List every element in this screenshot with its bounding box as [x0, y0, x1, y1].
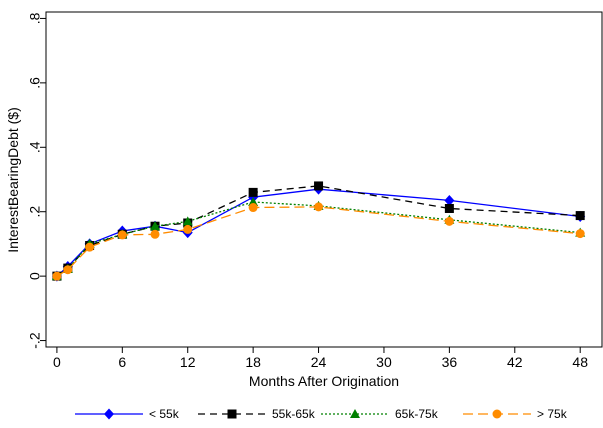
y-tick-label: 0 — [27, 272, 43, 280]
x-tick-label: 42 — [507, 354, 523, 370]
data-point-triangle — [182, 216, 193, 226]
legend-marker — [350, 409, 360, 418]
x-tick-label: 24 — [311, 354, 327, 370]
series-group — [51, 181, 586, 282]
series-line-triangle — [56, 201, 581, 277]
data-point-circle — [183, 224, 193, 234]
x-tick-label: 12 — [180, 354, 196, 370]
x-axis-title: Months After Origination — [249, 373, 399, 389]
y-tick-label: -.2 — [27, 332, 43, 349]
legend-item-diamond: < 55k — [75, 407, 180, 421]
legend-label: < 55k — [149, 407, 180, 421]
legend-marker — [227, 409, 237, 419]
legend-label: > 75k — [537, 407, 568, 421]
data-point-circle — [248, 203, 258, 213]
data-point-square — [248, 187, 258, 197]
x-tick-label: 6 — [118, 354, 126, 370]
data-point-circle — [117, 230, 127, 240]
series-circle — [52, 202, 585, 281]
data-point-circle — [52, 271, 62, 281]
legend-item-triangle: 65k-75k — [321, 407, 439, 421]
data-point-square — [314, 181, 324, 191]
series-line-circle — [56, 206, 581, 277]
data-point-circle — [85, 242, 95, 252]
series-line-diamond — [56, 188, 581, 277]
x-tick-label: 48 — [572, 354, 588, 370]
data-point-circle — [63, 265, 73, 275]
data-point-circle — [444, 216, 454, 226]
x-tick-label: 0 — [53, 354, 61, 370]
data-point-circle — [314, 202, 324, 212]
y-tick-label: .6 — [27, 77, 43, 89]
legend-marker — [492, 409, 502, 419]
legend-item-square: 55k-65k — [198, 407, 316, 421]
data-point-circle — [150, 229, 160, 239]
x-tick-label: 36 — [442, 354, 458, 370]
x-tick-label: 18 — [245, 354, 261, 370]
y-tick-label: .2 — [27, 206, 43, 218]
y-axis-title: InterestBearingDebt ($) — [5, 107, 21, 253]
legend-marker — [104, 408, 114, 420]
y-tick-label: .4 — [27, 141, 43, 153]
x-tick-label: 30 — [376, 354, 392, 370]
data-point-diamond — [444, 194, 455, 206]
y-axis: -.2 0 .2 .4 .6 .8 — [27, 12, 46, 349]
data-point-square — [575, 211, 585, 221]
legend: < 55k 55k-65k 65k-75k > 75k — [75, 407, 568, 421]
data-point-triangle — [150, 221, 161, 231]
data-point-square — [444, 203, 454, 213]
data-point-circle — [575, 229, 585, 239]
y-tick-label: .8 — [27, 12, 43, 24]
legend-item-circle: > 75k — [463, 407, 568, 421]
x-axis: 0 6 12 18 24 30 36 42 48 — [53, 347, 588, 370]
plot-frame — [45, 11, 603, 348]
legend-label: 65k-75k — [395, 407, 439, 421]
legend-label: 55k-65k — [272, 407, 316, 421]
